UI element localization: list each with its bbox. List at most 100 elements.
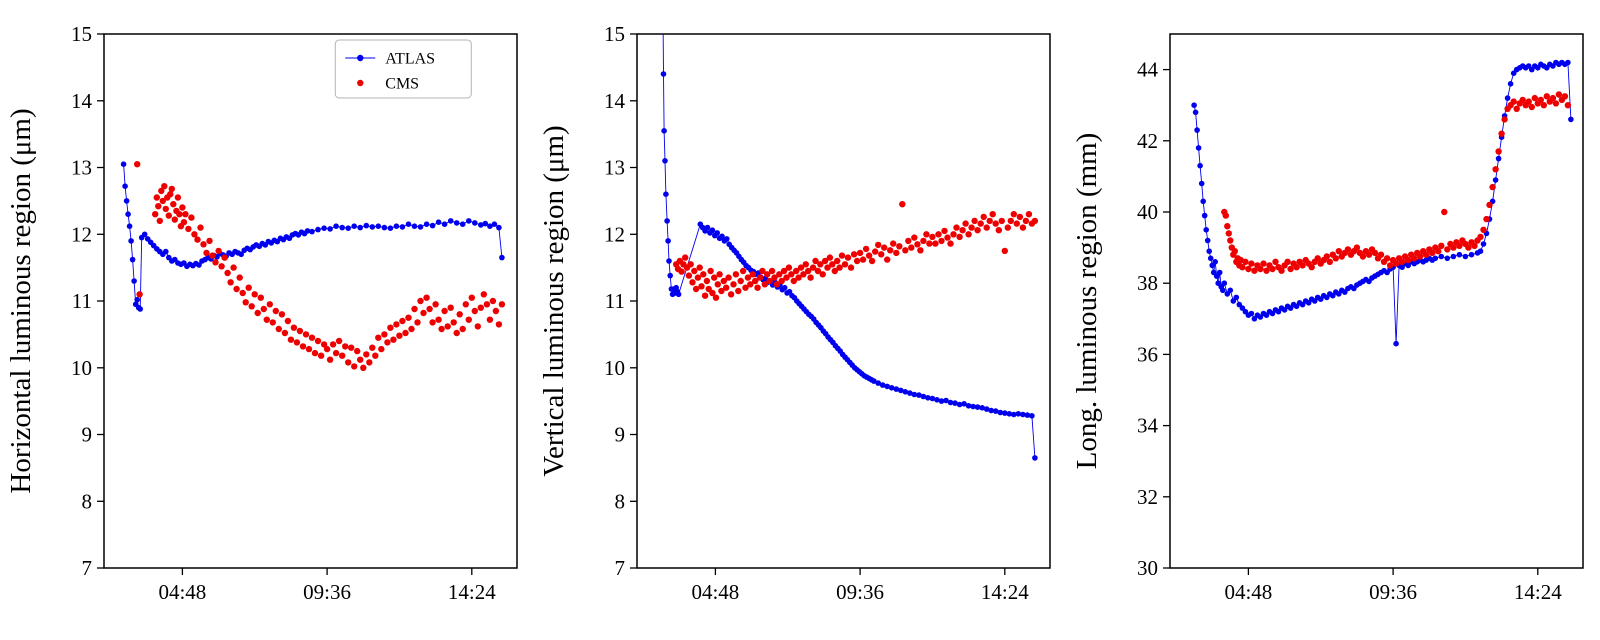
cms-point bbox=[435, 316, 442, 323]
cms-point bbox=[1386, 262, 1394, 269]
atlas-point bbox=[122, 183, 128, 189]
y-tick-label: 14 bbox=[71, 89, 93, 113]
atlas-point bbox=[131, 278, 137, 284]
cms-point bbox=[1278, 267, 1285, 274]
atlas-point bbox=[1203, 227, 1209, 233]
cms-point bbox=[752, 277, 759, 285]
cms-point bbox=[678, 268, 685, 275]
x-tick-label: 04:48 bbox=[691, 580, 739, 604]
cms-point bbox=[878, 251, 885, 258]
y-tick-label: 30 bbox=[1137, 556, 1158, 580]
y-tick-label: 44 bbox=[1137, 58, 1159, 82]
atlas-point bbox=[1248, 310, 1255, 317]
cms-point bbox=[917, 247, 924, 254]
x-tick-label: 14:24 bbox=[1514, 580, 1562, 604]
cms-point bbox=[233, 285, 240, 293]
atlas-point bbox=[1216, 269, 1223, 276]
cms-point bbox=[944, 234, 951, 241]
cms-point bbox=[932, 240, 939, 247]
cms-point bbox=[836, 264, 843, 271]
cms-point bbox=[712, 294, 720, 301]
cms-point bbox=[266, 301, 273, 308]
cms-point bbox=[278, 311, 286, 318]
cms-point bbox=[369, 344, 376, 351]
cms-point bbox=[1269, 265, 1276, 273]
cms-point bbox=[701, 292, 709, 299]
cms-point bbox=[856, 249, 864, 257]
cms-point bbox=[1019, 224, 1027, 231]
cms-point bbox=[727, 291, 735, 298]
atlas-point bbox=[1212, 259, 1218, 265]
atlas-point bbox=[1197, 162, 1203, 169]
cms-point bbox=[284, 317, 292, 325]
cms-point bbox=[926, 240, 933, 247]
cms-point bbox=[1257, 265, 1264, 273]
cms-point bbox=[275, 325, 282, 333]
cms-point bbox=[351, 363, 358, 370]
atlas-point bbox=[943, 397, 949, 404]
atlas-point bbox=[487, 223, 493, 229]
cms-point bbox=[1480, 226, 1487, 233]
cms-point bbox=[1308, 264, 1315, 271]
atlas-point bbox=[1568, 116, 1574, 123]
y-tick-label: 36 bbox=[1137, 342, 1158, 366]
y-tick-label: 12 bbox=[71, 222, 92, 246]
cms-point bbox=[299, 343, 307, 350]
legend-box bbox=[334, 39, 472, 99]
cms-point bbox=[923, 231, 930, 238]
atlas-point bbox=[666, 258, 672, 264]
atlas-point bbox=[786, 288, 793, 295]
cms-point bbox=[251, 291, 258, 298]
x-tick-label: 09:36 bbox=[303, 580, 351, 604]
atlas-point bbox=[482, 220, 489, 227]
cms-point bbox=[1225, 230, 1232, 237]
cms-point bbox=[314, 337, 322, 345]
atlas-point bbox=[309, 228, 315, 235]
chart-panel-horizontal: 7 8 9 10 11 12 13 14 15 04:48 09:36 14:24 Horizontal… bbox=[0, 0, 533, 640]
plot-frame bbox=[103, 33, 518, 569]
cms-point bbox=[354, 347, 361, 355]
cms-point bbox=[938, 237, 945, 245]
cms-point bbox=[1456, 242, 1463, 249]
atlas-point bbox=[321, 225, 327, 231]
cms-point bbox=[180, 219, 188, 226]
chart-panel-vertical: 7 8 9 10 11 12 13 14 15 04:48 09:36 14:24 Vertical l… bbox=[533, 0, 1066, 640]
atlas-point bbox=[884, 383, 890, 390]
cms-point bbox=[1450, 244, 1457, 251]
cms-point bbox=[174, 194, 182, 201]
cms-point bbox=[953, 224, 960, 231]
cms-point bbox=[456, 311, 463, 318]
atlas-point bbox=[997, 409, 1004, 416]
atlas-point bbox=[441, 221, 448, 227]
cms-point bbox=[417, 297, 424, 305]
atlas-point bbox=[983, 406, 990, 412]
cms-point bbox=[248, 303, 255, 310]
cms-point bbox=[1398, 258, 1406, 265]
atlas-point bbox=[351, 223, 358, 229]
cms-point bbox=[1501, 116, 1508, 123]
cms-point bbox=[847, 264, 855, 271]
cms-point bbox=[209, 252, 216, 259]
cms-point bbox=[696, 264, 703, 271]
cms-point bbox=[905, 237, 912, 245]
atlas-point bbox=[123, 198, 130, 204]
cms-point bbox=[983, 224, 990, 231]
cms-point bbox=[257, 294, 264, 301]
atlas-point bbox=[1029, 413, 1035, 419]
atlas-point bbox=[435, 219, 442, 225]
y-tick-label: 10 bbox=[604, 356, 625, 380]
atlas-point bbox=[661, 128, 667, 134]
cms-point bbox=[821, 257, 829, 265]
atlas-point bbox=[1195, 145, 1202, 151]
atlas-point bbox=[1450, 253, 1457, 260]
cms-point bbox=[1423, 251, 1430, 258]
atlas-point bbox=[129, 256, 136, 263]
y-axis-label: Horizontal luminous region (μm) bbox=[5, 108, 37, 493]
cms-point bbox=[1231, 248, 1238, 255]
cms-point bbox=[1513, 105, 1520, 113]
cms-point bbox=[962, 220, 969, 227]
cms-point bbox=[332, 349, 340, 357]
cms-point bbox=[914, 241, 921, 248]
cms-point bbox=[766, 277, 773, 285]
cms-point bbox=[1471, 242, 1478, 249]
